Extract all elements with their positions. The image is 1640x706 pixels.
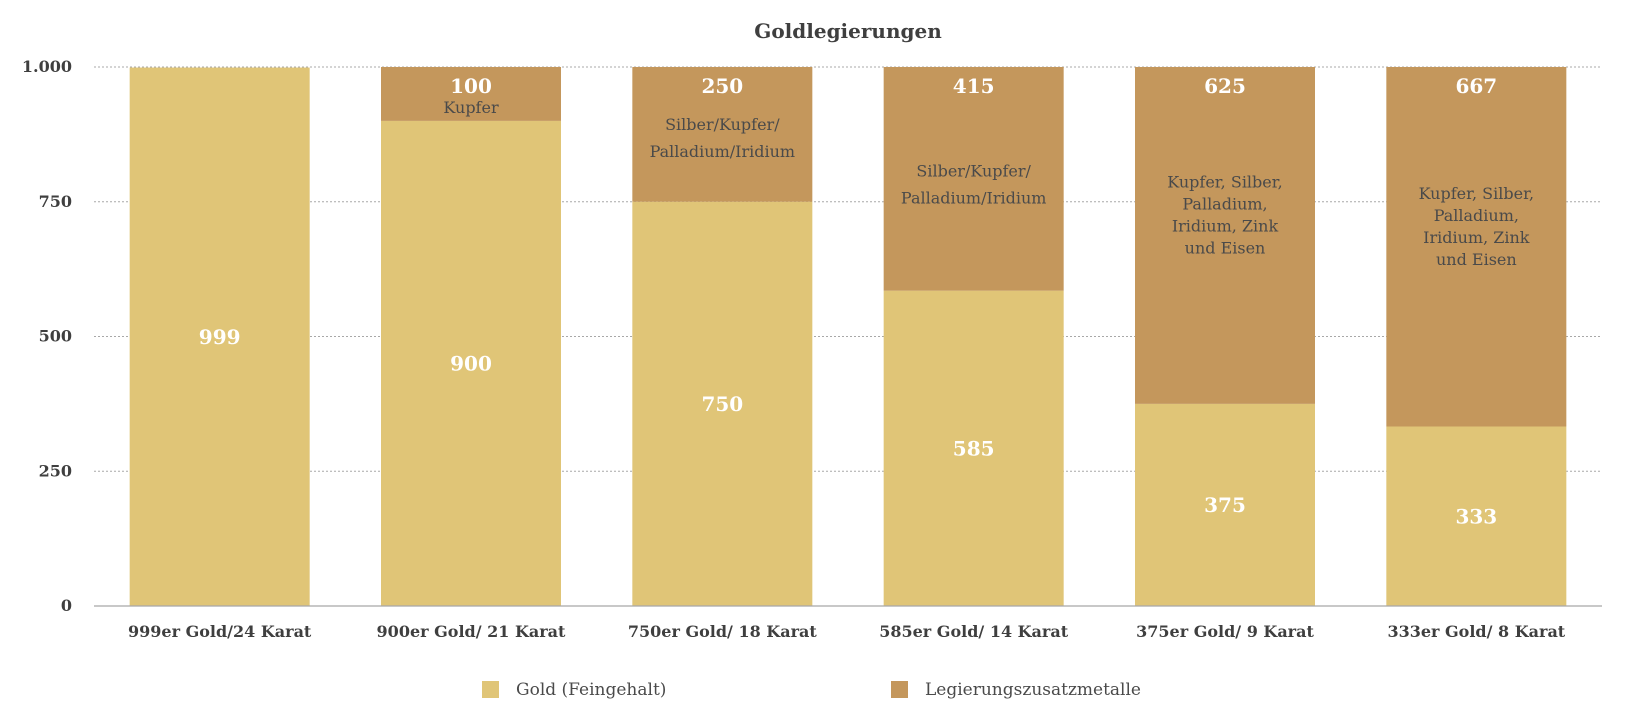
data-label-gold: 900 xyxy=(450,351,492,375)
data-label-gold: 333 xyxy=(1455,504,1497,528)
bar-gold xyxy=(129,67,310,606)
x-tick-label: 375er Gold/ 9 Karat xyxy=(1136,622,1314,641)
x-tick-label: 585er Gold/ 14 Karat xyxy=(879,622,1069,641)
grid-lines xyxy=(94,66,1602,472)
bar-alloy xyxy=(381,67,561,121)
x-tick-label: 750er Gold/ 18 Karat xyxy=(628,622,818,641)
data-label-gold: 585 xyxy=(953,436,995,460)
x-axis-ticks: 999er Gold/24 Karat 900er Gold/ 21 Karat 7… xyxy=(128,622,1566,641)
bar-gold xyxy=(381,120,561,607)
bar-gold xyxy=(632,201,813,606)
y-tick-label: 750 xyxy=(39,192,72,211)
y-tick-label: 1.000 xyxy=(22,57,72,76)
alloy-metals-label: Silber/Kupfer/Palladium/Iridium xyxy=(901,161,1047,207)
data-label-alloy: 415 xyxy=(953,74,995,98)
x-tick-label: 333er Gold/ 8 Karat xyxy=(1387,622,1565,641)
legend-swatch xyxy=(891,681,908,698)
alloy-metals-label: Kupfer, Silber, Palladium, Iridium, Zink un… xyxy=(1419,184,1534,269)
bar-gold xyxy=(1386,426,1567,606)
alloy-metals-label: Kupfer xyxy=(443,98,499,117)
x-tick-label: 999er Gold/24 Karat xyxy=(128,622,312,641)
legend-label: Legierungszusatzmetalle xyxy=(925,680,1141,700)
bar-alloy xyxy=(1386,67,1567,427)
y-tick-label: 250 xyxy=(39,461,72,480)
legend-swatch xyxy=(482,681,499,698)
y-tick-label: 0 xyxy=(61,596,72,615)
data-label-gold: 999 xyxy=(199,325,241,349)
alloy-metals-label: Silber/Kupfer/Palladium/Iridium xyxy=(650,115,796,161)
data-label-alloy: 625 xyxy=(1204,74,1246,98)
x-tick-label: 900er Gold/ 21 Karat xyxy=(377,622,567,641)
bar-alloy xyxy=(883,67,1064,291)
bar-alloy xyxy=(632,67,813,202)
chart-title: Goldlegierungen xyxy=(754,19,942,43)
y-tick-label: 500 xyxy=(39,327,72,346)
bars xyxy=(129,67,1567,607)
data-label-gold: 375 xyxy=(1204,493,1246,517)
bar-alloy xyxy=(1135,67,1315,404)
data-label-gold: 750 xyxy=(701,392,743,416)
y-axis-ticks: 0 250 500 750 1.000 xyxy=(22,57,72,615)
data-label-alloy: 100 xyxy=(450,74,492,98)
data-label-alloy: 667 xyxy=(1455,74,1497,98)
data-label-alloy: 250 xyxy=(701,74,743,98)
bar-gold xyxy=(883,290,1064,606)
legend: Gold (Feingehalt) Legierungszusatzmetalle xyxy=(482,680,1141,700)
legend-label: Gold (Feingehalt) xyxy=(516,680,666,700)
alloy-metals-label: Kupfer, Silber, Palladium, Iridium, Zink un… xyxy=(1167,172,1282,257)
bar-gold xyxy=(1135,403,1315,606)
